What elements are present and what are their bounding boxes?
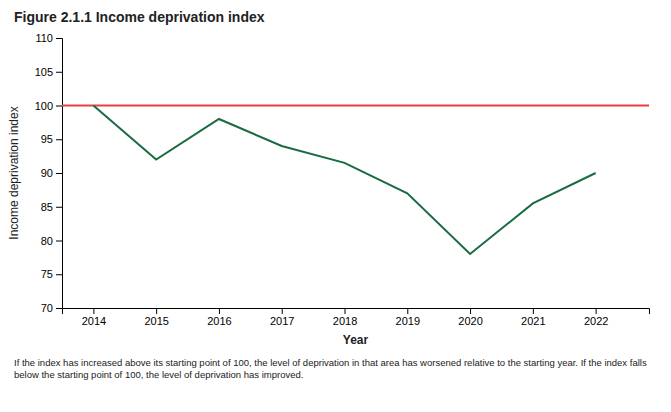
x-tick-label: 2022: [584, 315, 608, 327]
y-tick: 80: [41, 235, 62, 247]
x-tick-label: 2016: [207, 315, 231, 327]
y-tick-mark: [56, 173, 62, 174]
y-tick: 105: [35, 66, 62, 78]
plot: 2014 2015 2016 2017 2018 2019 2020 2021 2022 70 75…: [7, 32, 650, 347]
x-tick: 2020: [458, 308, 482, 327]
data-line: [93, 106, 595, 255]
x-tick-mark: [219, 308, 220, 314]
x-tick-mark: [93, 308, 94, 314]
y-tick-mark: [56, 72, 62, 73]
x-tick-label: 2015: [144, 315, 168, 327]
x-axis-line: [63, 309, 650, 315]
y-tick: 85: [41, 201, 62, 213]
x-tick-label: 2014: [82, 315, 106, 327]
y-tick-label: 85: [41, 201, 53, 213]
y-tick-label: 95: [41, 133, 53, 145]
x-tick: 2016: [207, 308, 231, 327]
x-tick: 2015: [144, 308, 168, 327]
x-tick-mark: [407, 308, 408, 314]
y-tick-label: 70: [41, 302, 53, 314]
footnote: If the index has increased above its sta…: [14, 357, 647, 368]
x-tick-mark: [156, 308, 157, 314]
title: Figure 2.1.1 Income deprivation index: [14, 9, 265, 25]
y-tick-label: 80: [41, 235, 53, 247]
marks: [62, 106, 649, 255]
y-tick-label: 110: [35, 32, 53, 44]
x-tick-mark: [282, 308, 283, 314]
x-tick-label: 2020: [458, 315, 482, 327]
x-tick-label: 2018: [333, 315, 357, 327]
y-axis-line: [56, 39, 63, 309]
x-tick: 2018: [333, 308, 357, 327]
y-axis-title: Income deprivation index: [7, 106, 21, 239]
chart: Figure 2.1.1 Income deprivation index 201…: [0, 0, 671, 412]
y-tick-mark: [56, 207, 62, 208]
y-axis: 70 75 80 85 90 95 100 105 110: [35, 32, 63, 314]
y-tick-label: 100: [35, 100, 53, 112]
y-tick: 70: [41, 302, 62, 314]
x-tick-label: 2019: [396, 315, 420, 327]
x-axis-title: Year: [343, 333, 369, 347]
x-tick: 2021: [521, 308, 545, 327]
y-tick-mark: [56, 106, 62, 107]
y-tick: 100: [35, 100, 62, 112]
y-tick-label: 105: [35, 66, 53, 78]
y-tick-label: 75: [41, 268, 53, 280]
y-tick: 90: [41, 167, 62, 179]
y-tick-mark: [56, 308, 62, 309]
x-tick-label: 2017: [270, 315, 294, 327]
y-tick: 75: [41, 268, 62, 280]
x-tick: 2014: [82, 308, 106, 327]
x-tick-mark: [345, 308, 346, 314]
reference-line: [62, 105, 649, 107]
y-tick-mark: [56, 274, 62, 275]
x-tick: 2022: [584, 308, 608, 327]
x-tick-mark: [596, 308, 597, 314]
y-tick-mark: [56, 38, 62, 39]
x-tick: 2019: [396, 308, 420, 327]
y-tick-mark: [56, 241, 62, 242]
x-tick-label: 2021: [521, 315, 545, 327]
y-tick-label: 90: [41, 167, 53, 179]
x-tick: 2017: [270, 308, 294, 327]
x-axis: 2014 2015 2016 2017 2018 2019 2020 2021 2022: [63, 308, 650, 327]
x-tick-mark: [533, 308, 534, 314]
y-tick: 110: [35, 32, 62, 44]
y-tick-mark: [56, 139, 62, 140]
x-tick-mark: [470, 308, 471, 314]
footnote: below the starting point of 100, the lev…: [14, 369, 303, 380]
y-tick: 95: [41, 133, 62, 145]
